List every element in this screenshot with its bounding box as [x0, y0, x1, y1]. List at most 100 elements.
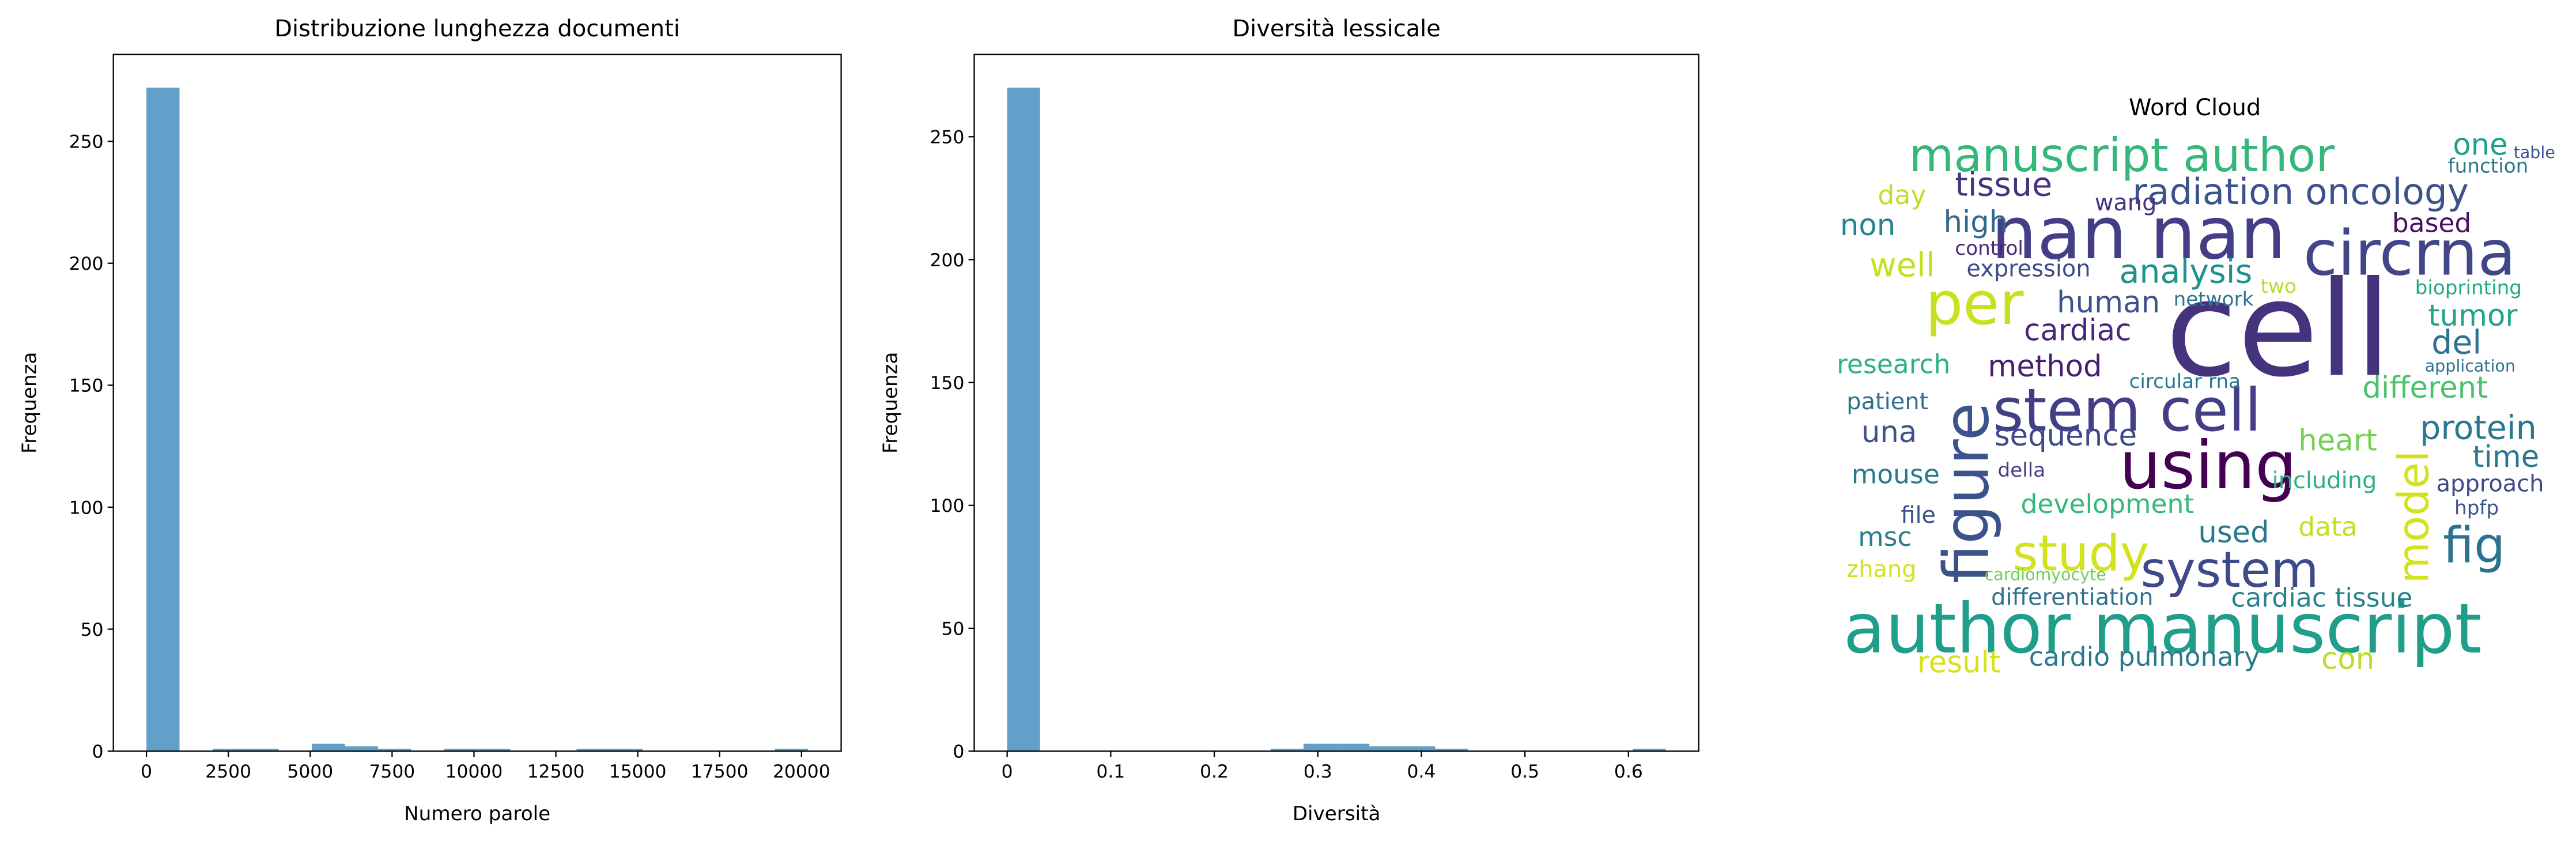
bar	[1369, 746, 1403, 752]
word: data	[2298, 512, 2358, 542]
word: application	[2425, 357, 2515, 376]
y-tick-label: 0	[953, 742, 964, 763]
x-tick-label: 5000	[287, 761, 333, 782]
word: including	[2272, 467, 2377, 494]
word: result	[1917, 645, 2001, 680]
word: manuscript author	[1909, 129, 2335, 182]
x-tick-label: 0.3	[1304, 761, 1332, 782]
x-tick-label: 2500	[205, 761, 251, 782]
word: wang	[2095, 190, 2157, 216]
word: differentiation	[1991, 584, 2153, 610]
y-tick-label: 100	[69, 497, 104, 518]
bar	[212, 748, 246, 752]
word: figure	[1929, 402, 2003, 583]
word: function	[2448, 155, 2529, 178]
word: study	[2012, 526, 2149, 583]
x-tick-label: 0.2	[1200, 761, 1229, 782]
word: tumor	[2428, 299, 2518, 333]
word: system	[2141, 542, 2319, 599]
word: human	[2057, 285, 2160, 320]
word: nan nan	[1991, 191, 2286, 276]
word: high	[1943, 205, 2008, 239]
y-tick-label: 50	[81, 620, 104, 640]
x-tick-label: 10000	[445, 761, 503, 782]
word: control	[1955, 237, 2023, 260]
word: using	[2119, 427, 2297, 504]
x-tick-label: 7500	[369, 761, 415, 782]
bar	[245, 748, 279, 752]
word: del	[2431, 323, 2481, 361]
chart-title: Word Cloud	[2129, 95, 2261, 121]
word: circrna	[2303, 216, 2516, 289]
bar	[609, 748, 643, 752]
word: heart	[2298, 423, 2377, 458]
word: circular rna	[2129, 370, 2241, 393]
bar	[576, 748, 610, 752]
y-tick-label: 150	[69, 376, 104, 397]
bar	[444, 748, 478, 752]
word: network	[2174, 288, 2254, 311]
word: cardio pulmonary	[2029, 642, 2260, 672]
y-tick-label: 200	[69, 254, 104, 274]
word: per	[1925, 270, 2024, 338]
x-tick-label: 20000	[773, 761, 830, 782]
word: della	[1998, 459, 2046, 482]
word: sequence	[1995, 418, 2137, 453]
word: author manuscript	[1844, 589, 2482, 669]
bar	[345, 746, 378, 752]
word: cardiac	[2024, 313, 2131, 348]
word: radiation oncology	[2132, 171, 2469, 213]
word: bioprinting	[2415, 277, 2522, 300]
word: model	[2389, 451, 2438, 584]
bar	[312, 744, 345, 752]
bar	[1633, 748, 1666, 752]
bar	[1007, 87, 1040, 752]
x-tick-label: 0.1	[1096, 761, 1125, 782]
word: protein	[2420, 409, 2537, 447]
x-axis-label: Numero parole	[404, 802, 550, 825]
x-tick-label: 0	[1002, 761, 1013, 782]
word: different	[2362, 371, 2488, 405]
x-tick-label: 0.6	[1614, 761, 1643, 782]
y-tick-label: 250	[930, 127, 965, 148]
bar	[1270, 748, 1304, 752]
word: approach	[2437, 471, 2544, 497]
y-axis-label: Frequenza	[18, 352, 41, 454]
bar	[1435, 748, 1468, 752]
word: cardiac tissue	[2231, 582, 2412, 613]
y-tick-label: 200	[930, 250, 965, 271]
bar	[1303, 744, 1337, 752]
chart-title: Distribuzione lunghezza documenti	[274, 16, 680, 42]
bar	[1336, 744, 1370, 752]
word: used	[2198, 515, 2269, 550]
word: cell	[2165, 252, 2391, 406]
x-tick-label: 12500	[527, 761, 585, 782]
x-tick-label: 17500	[691, 761, 749, 782]
x-tick-label: 0.5	[1510, 761, 1539, 782]
word: una	[1861, 415, 1917, 450]
word: msc	[1858, 522, 1912, 552]
word: day	[1878, 180, 1926, 210]
axes-frame	[112, 54, 842, 752]
word: hpfp	[2454, 497, 2499, 520]
y-tick-label: 250	[69, 131, 104, 152]
y-tick-label: 0	[92, 742, 104, 763]
axes-frame	[973, 54, 1699, 752]
x-tick-label: 0.4	[1407, 761, 1436, 782]
word: patient	[1846, 388, 1928, 415]
word: non	[1840, 208, 1895, 243]
word: con	[2321, 642, 2374, 677]
word: expression	[1966, 255, 2090, 282]
y-tick-label: 150	[930, 373, 965, 394]
word: method	[1988, 349, 2102, 384]
word: research	[1837, 349, 1950, 379]
bar	[146, 87, 180, 752]
word: well	[1869, 246, 1935, 284]
y-axis-label: Frequenza	[879, 352, 902, 454]
word: table	[2514, 143, 2555, 162]
y-tick-label: 100	[930, 496, 965, 516]
word: fig	[2443, 517, 2505, 574]
